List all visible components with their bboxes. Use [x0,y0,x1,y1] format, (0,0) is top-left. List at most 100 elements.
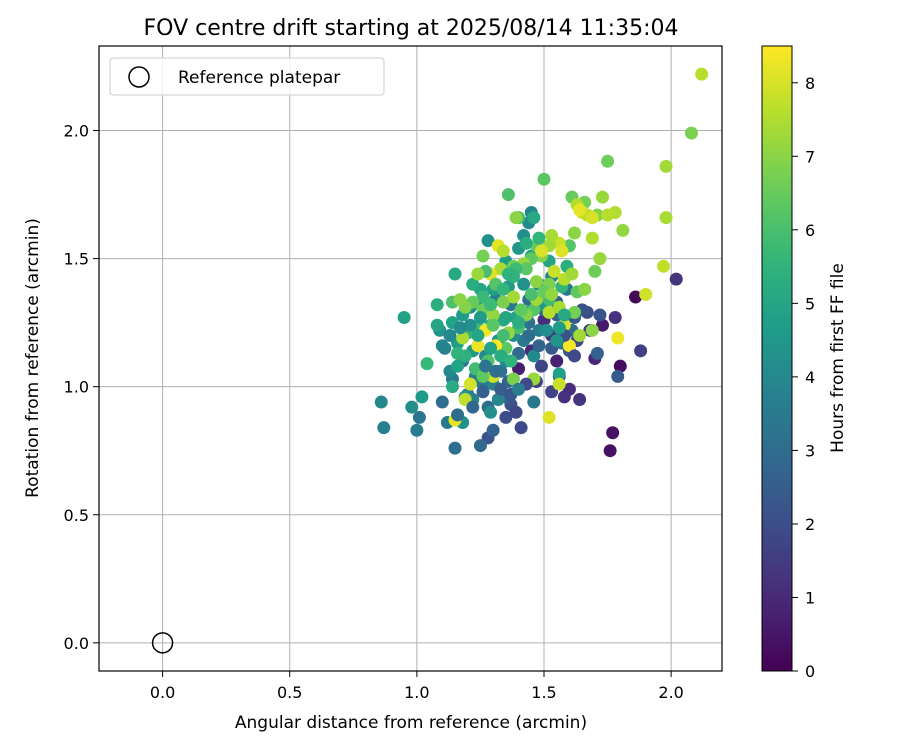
scatter-point [514,303,528,317]
scatter-point [555,244,569,258]
chart-title: FOV centre drift starting at 2025/08/14 … [144,16,679,41]
scatter-point [466,277,480,291]
x-tick-label: 1.0 [404,683,429,702]
scatter-point [611,331,625,345]
scatter-point [445,380,459,394]
scatter-point [519,262,533,276]
scatter-point [545,229,559,243]
scatter-point [494,382,508,396]
scatter-point [659,211,673,225]
scatter-point [443,328,457,342]
scatter-point [534,359,548,373]
scatter-point [496,328,510,342]
scatter-point [550,354,564,368]
x-tick-label: 2.0 [658,683,683,702]
scatter-point [639,287,653,301]
y-axis-label: Rotation from reference (arcmin) [23,218,43,498]
scatter-point [499,311,513,325]
reference-marker [151,632,174,654]
scatter-point [629,290,643,304]
colorbar-tick-label: 8 [805,74,815,93]
scatter-point [557,308,571,322]
scatter-point [476,385,490,399]
scatter-point [463,377,477,391]
scatter-point [466,400,480,414]
scatter-point [588,264,602,278]
scatter-point [595,190,609,204]
scatter-point [547,264,561,278]
scatter-point [537,172,551,186]
scatter-point [532,231,546,245]
colorbar-ticks: 0 1 2 3 4 5 6 7 8 [792,74,815,681]
scatter-point [473,439,487,453]
scatter-point [552,377,566,391]
scatter-point [657,259,671,273]
scatter-point [415,390,429,404]
x-tick-label: 1.5 [531,683,556,702]
scatter-point [613,359,627,373]
scatter-point [562,339,576,353]
x-axis-ticks: 0.0 0.5 1.0 1.5 2.0 [150,671,684,702]
scatter-point [669,272,683,286]
x-axis-label: Angular distance from reference (arcmin) [235,713,587,733]
scatter-point [532,339,546,353]
scatter-point [590,346,604,360]
scatter-point [397,311,411,325]
scatter-point [585,231,599,245]
scatter-point [491,392,505,406]
scatter-point [471,339,485,353]
scatter-point [481,234,495,248]
scatter-point [476,369,490,383]
colorbar-tick-label: 2 [805,515,815,534]
x-tick-label: 0.5 [277,683,302,702]
scatter-point [486,423,500,437]
scatter-point [494,349,508,363]
scatter-point [616,223,630,237]
scatter-point [634,344,648,358]
plot-frame [98,45,723,672]
scatter-point [473,311,487,325]
colorbar-tick-label: 7 [805,147,815,166]
scatter-point [512,316,526,330]
scatter-point [509,211,523,225]
scatter-point [451,408,465,422]
scatter-point [453,293,467,307]
scatter-point [527,395,541,409]
legend-marker-open-circle [128,66,150,88]
scatter-point [420,357,434,371]
scatter-point [486,318,500,332]
legend-box [109,57,385,96]
scatter-point [552,321,566,335]
scatter-points [374,67,709,458]
scatter-point [448,441,462,455]
scatter-point [568,349,582,363]
legend: Reference platepar [109,57,385,96]
reference-marker-group [151,632,174,654]
scatter-point [573,203,587,217]
scatter-point [463,318,477,332]
scatter-point [506,290,520,304]
y-tick-label: 2.0 [64,122,89,141]
scatter-point [479,359,493,373]
scatter-point [534,244,548,258]
scatter-point [550,334,564,348]
scatter-point [527,349,541,363]
scatter-point [565,267,579,281]
scatter-point [542,410,556,424]
scatter-point [496,295,510,309]
scatter-point [593,308,607,322]
scatter-point [608,311,622,325]
scatter-point [514,421,528,435]
scatter-point [585,211,599,225]
scatter-point [448,267,462,281]
y-tick-label: 0.5 [64,506,89,525]
scatter-point [595,318,609,332]
scatter-point [496,282,510,296]
colorbar [761,45,793,672]
scatter-point [684,126,698,140]
scatter-point [506,372,520,386]
scatter-point [412,410,426,424]
scatter-point [695,67,709,81]
scatter-point [601,208,615,222]
scatter-point [557,390,571,404]
